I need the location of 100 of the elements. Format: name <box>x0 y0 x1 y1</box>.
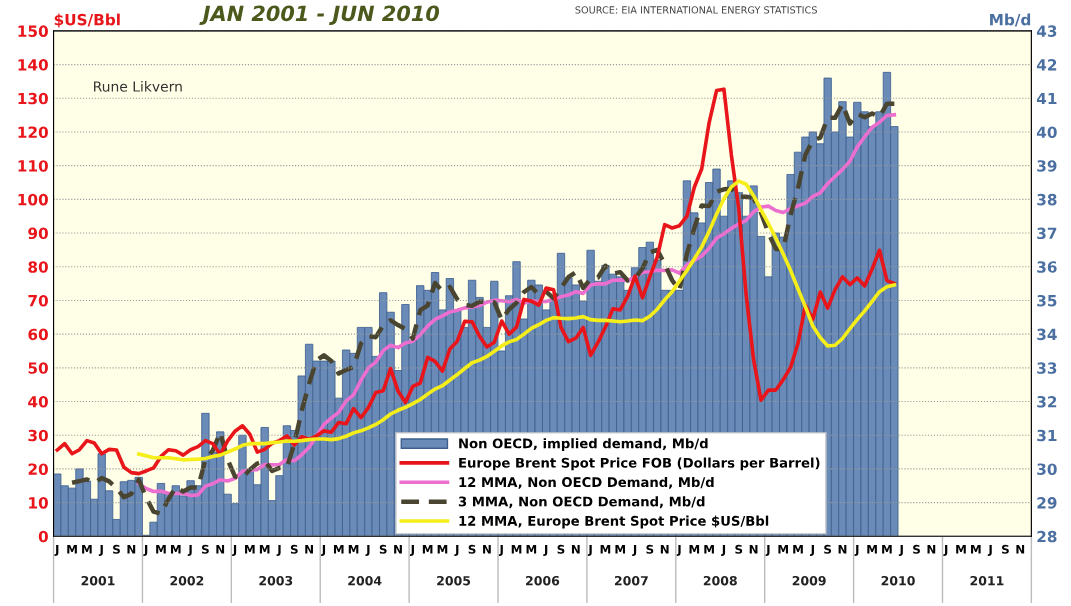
x-tick-label: J <box>943 545 948 556</box>
x-tick-label: M <box>971 545 981 554</box>
x-tick-label: S <box>824 544 832 554</box>
y2-tick-label: 34 <box>1037 328 1057 341</box>
x-tick-label: M <box>793 545 803 554</box>
x-tick-label: J <box>676 545 681 556</box>
x-tick-label: J <box>321 545 326 556</box>
x-tick-label: N <box>1016 545 1025 554</box>
x-tick-label: S <box>290 544 298 554</box>
y-tick-label: 90 <box>28 227 48 240</box>
y-tick-label: 130 <box>18 92 48 105</box>
x-tick-label: J <box>987 545 992 556</box>
y2-tick-label: 31 <box>1037 429 1057 442</box>
annotation: Rune Likvern <box>94 81 182 92</box>
x-tick-label: J <box>721 545 726 556</box>
text: 2002 <box>170 575 204 586</box>
text: 2008 <box>703 575 737 586</box>
y-tick-label: 80 <box>28 261 48 273</box>
y2-tick-label: 36 <box>1037 261 1057 273</box>
y2-tick-label: 39 <box>1037 160 1057 172</box>
text: 2004 <box>348 575 382 586</box>
x-tick-label: J <box>365 545 370 556</box>
x-tick-label: M <box>867 545 877 554</box>
x-tick-label: J <box>232 545 237 556</box>
x-tick-label: J <box>409 545 414 556</box>
y2-tick-label: 38 <box>1037 193 1057 206</box>
x-tick-label: M <box>170 545 181 554</box>
x-tick-label: M <box>956 545 966 554</box>
x-tick-label: N <box>216 545 225 554</box>
x-tick-label: M <box>82 545 92 554</box>
x-tick-label: J <box>809 545 814 556</box>
y2-tick-label: 29 <box>1037 497 1057 509</box>
x-tick-label: J <box>454 545 459 556</box>
x-tick-label: M <box>67 545 77 554</box>
y2-tick-label: 40 <box>1036 126 1057 139</box>
x-tick-label: S <box>557 544 565 554</box>
x-tick-label: S <box>202 544 209 554</box>
x-tick-label: M <box>422 545 433 554</box>
x-tick-label: M <box>704 545 714 554</box>
x-tick-label: M <box>245 545 255 554</box>
y2-tick-label: 37 <box>1037 227 1057 240</box>
x-tick-label: J <box>187 545 192 556</box>
y2-tick-label: 30 <box>1037 463 1057 475</box>
y-tick-label: 50 <box>28 362 48 374</box>
y-tick-label: 140 <box>18 59 48 71</box>
y2-axis-title: Mb/d <box>990 13 1031 27</box>
x-tick-label: N <box>749 545 758 554</box>
x-tick-label: J <box>54 545 59 556</box>
text: 2003 <box>259 575 293 586</box>
x-tick-label: J <box>632 545 637 556</box>
legend-label: Non OECD, implied demand, Mb/d <box>459 438 708 451</box>
x-tick-label: S <box>735 544 743 554</box>
x-tick-label: M <box>882 545 892 554</box>
x-tick-label: S <box>1002 544 1009 554</box>
x-tick-label: N <box>838 545 847 554</box>
x-tick-label: J <box>765 545 770 556</box>
x-tick-label: N <box>927 545 936 554</box>
y-tick-label: 110 <box>18 160 48 172</box>
x-tick-label: M <box>333 545 344 554</box>
y-tick-label: 20 <box>28 463 48 475</box>
x-tick-label: M <box>156 545 166 554</box>
y2-tick-label: 28 <box>1037 530 1057 543</box>
y-tick-label: 40 <box>28 396 48 408</box>
y2-tick-label: 42 <box>1036 59 1057 71</box>
x-tick-label: J <box>543 545 548 556</box>
x-tick-label: S <box>113 544 120 554</box>
legend-label: 12 MMA, Non OECD Demand, Mb/d <box>459 476 714 489</box>
x-tick-label: N <box>483 545 491 554</box>
x-tick-label: J <box>587 545 592 556</box>
y-tick-label: 60 <box>28 328 48 341</box>
text: 2007 <box>614 575 648 586</box>
x-tick-label: N <box>127 545 136 554</box>
y2-tick-label: 33 <box>1037 362 1057 374</box>
y2-tick-label: 35 <box>1037 294 1057 307</box>
x-tick-label: J <box>854 545 859 556</box>
x-tick-label: M <box>511 545 522 554</box>
y-axis-title: $US/Bbl <box>54 13 120 28</box>
source-note: SOURCE: EIA INTERNATIONAL ENERGY STATISTICS <box>575 6 817 14</box>
x-tick-label: M <box>526 545 537 554</box>
x-tick-label: J <box>143 545 148 556</box>
x-tick-label: M <box>689 545 700 554</box>
x-tick-label: M <box>778 545 788 554</box>
text: 2006 <box>526 575 560 586</box>
text: 2005 <box>437 575 471 586</box>
x-tick-label: M <box>348 545 359 554</box>
text: 2010 <box>881 575 915 586</box>
legend-label: 3 MMA, Non OECD Demand, Mb/d <box>458 496 705 509</box>
x-tick-label: J <box>276 545 281 556</box>
y-tick-label: 70 <box>28 294 48 307</box>
y-tick-label: 100 <box>18 193 48 206</box>
x-tick-label: M <box>615 545 626 554</box>
x-tick-label: N <box>660 545 669 554</box>
y2-tick-label: 43 <box>1036 25 1057 37</box>
y-tick-label: 150 <box>18 25 48 37</box>
y2-tick-label: 32 <box>1037 396 1057 408</box>
x-tick-label: M <box>259 545 270 554</box>
legend-label: 12 MMA, Europe Brent Spot Price $US/Bbl <box>459 515 769 529</box>
x-tick-label: N <box>305 545 313 554</box>
y-tick-label: 10 <box>29 497 48 509</box>
x-tick-label: N <box>571 545 580 554</box>
